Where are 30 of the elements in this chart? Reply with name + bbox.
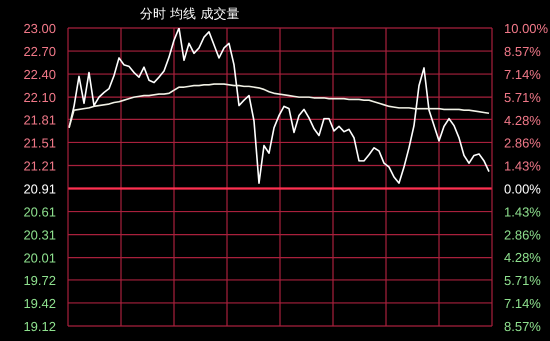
y-tick-label: 20.01 xyxy=(23,250,56,266)
y-tick-label: 22.40 xyxy=(23,67,56,82)
y2-tick-label: 0.00% xyxy=(504,181,542,196)
y-tick-label: 19.72 xyxy=(23,272,56,288)
y2-tick-label: 5.71% xyxy=(504,273,542,288)
y2-tick-label: 5.71% xyxy=(504,90,542,105)
y2-tick-label: 2.86% xyxy=(504,227,542,242)
line-series xyxy=(68,83,490,129)
y-tick-label: 22.70 xyxy=(23,44,56,60)
y-tick-label: 21.81 xyxy=(23,112,56,128)
y-tick-label: 20.61 xyxy=(23,204,56,220)
y2-tick-label: 4.28% xyxy=(504,250,542,266)
y2-tick-label: 7.14% xyxy=(504,66,542,82)
chart-title: 分时 均线 成交量 xyxy=(140,6,240,23)
y-tick-label: 21.51 xyxy=(23,135,56,150)
y-tick-label: 20.31 xyxy=(23,228,56,243)
y-tick-label: 21.21 xyxy=(23,158,56,174)
y2-tick-label: 1.43% xyxy=(504,204,542,220)
y2-tick-label: 1.43% xyxy=(504,158,542,174)
y-tick-label: 23.00 xyxy=(23,21,56,36)
y2-tick-label: 8.57% xyxy=(504,44,542,59)
y2-tick-label: 8.57% xyxy=(504,319,542,334)
y2-tick-label: 2.86% xyxy=(504,136,542,151)
y-tick-label: 20.91 xyxy=(23,182,56,197)
y-tick-label: 19.12 xyxy=(23,319,56,334)
y2-tick-label: 7.14% xyxy=(504,296,542,312)
y-tick-label: 22.10 xyxy=(23,90,56,106)
y-tick-label: 19.42 xyxy=(23,296,56,311)
y2-tick-label: 10.00% xyxy=(504,21,549,36)
y2-tick-label: 4.28% xyxy=(504,112,542,128)
